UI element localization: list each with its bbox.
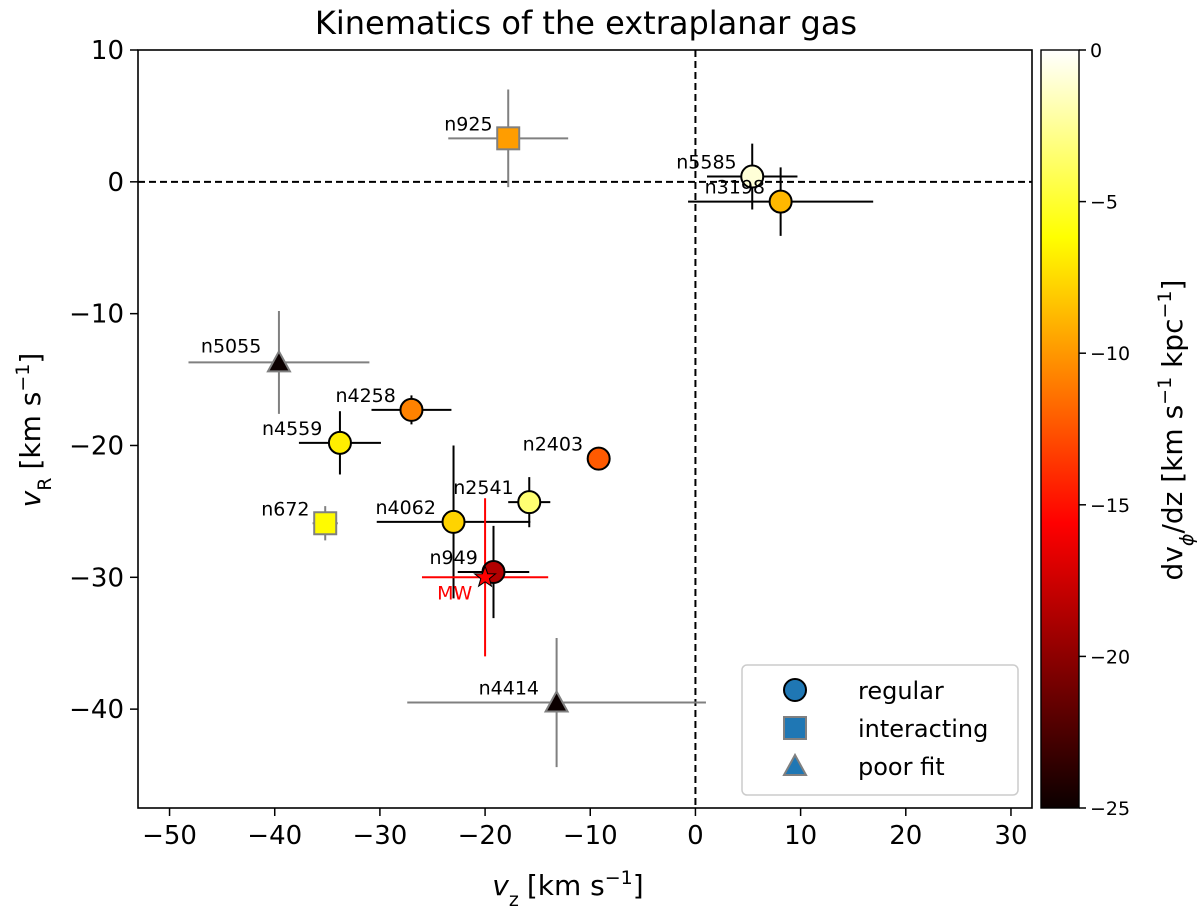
x-tick-label: 30	[994, 821, 1027, 851]
x-axis-ticks: −50 −40 −30 −20 −10 0 10 20 30	[142, 808, 1028, 851]
x-tick-label: −40	[247, 821, 302, 851]
reference-lines	[138, 50, 1032, 808]
marker-n4258	[399, 397, 424, 422]
colorbar-ticks: 0 −5 −10 −15 −20 −25	[1079, 40, 1130, 820]
point-label-n925: n925	[444, 113, 492, 135]
legend-label: regular	[858, 677, 944, 705]
point-label-n3198: n3198	[705, 177, 765, 199]
point-label-n4062: n4062	[376, 497, 436, 519]
x-tick-label: −20	[458, 821, 513, 851]
point-label-n4414: n4414	[479, 678, 539, 700]
marker-n3198	[768, 189, 793, 214]
marker-n2403	[586, 446, 611, 471]
marker-n4414	[543, 689, 570, 713]
y-axis-title: vR[km s−1]	[12, 353, 56, 508]
colorbar-tick-label: −20	[1090, 646, 1130, 668]
x-tick-label: −30	[352, 821, 407, 851]
y-axis-ticks: −40 −30 −20 −10 0 10	[69, 36, 138, 725]
y-tick-label: −30	[69, 563, 124, 593]
y-tick-label: −20	[69, 431, 124, 461]
x-axis-title: vz [km s−1]	[492, 867, 643, 911]
colorbar-label: dvϕ/dz [km s−1 kpc−1]	[1154, 280, 1198, 581]
colorbar-tick-label: −25	[1090, 798, 1130, 820]
point-label-n949: n949	[429, 547, 477, 569]
plot-frame	[137, 49, 1033, 809]
legend: regular interacting poor fit	[741, 664, 1019, 796]
point-label-n2403: n2403	[523, 434, 583, 456]
chart-title: Kinematics of the extraplanar gas	[315, 4, 857, 42]
legend-box	[741, 664, 1019, 796]
legend-marker-interacting	[783, 716, 807, 740]
marker-n4559	[327, 430, 352, 455]
x-tick-label: 0	[687, 821, 704, 851]
colorbar-tick-label: −5	[1090, 192, 1118, 214]
marker-n925	[496, 126, 521, 151]
y-tick-label: 0	[107, 168, 124, 198]
marker-n5585	[740, 164, 765, 189]
x-tick-label: 10	[784, 821, 817, 851]
point-labels: n925 n5585 n3198 n5055 n4258 n4559 n2403 n2541 n…	[201, 113, 765, 699]
point-label-mw: MW	[437, 582, 472, 604]
point-label-n672: n672	[261, 498, 309, 520]
legend-marker-poor-fit	[782, 752, 808, 776]
x-tick-label: −50	[142, 821, 197, 851]
colorbar-tick-label: 0	[1090, 40, 1102, 62]
legend-label: interacting	[858, 715, 988, 743]
x-tick-label: −10	[563, 821, 618, 851]
x-tick-label: 20	[889, 821, 922, 851]
marker-mw-star	[473, 564, 497, 588]
marker-n672	[313, 511, 338, 536]
data-markers	[266, 126, 793, 713]
y-tick-label: 10	[91, 36, 124, 66]
point-label-n4559: n4559	[262, 418, 322, 440]
colorbar-tick-label: −15	[1090, 495, 1130, 517]
marker-n5055	[266, 349, 292, 373]
colorbar	[1040, 49, 1080, 809]
marker-n2541	[517, 490, 542, 515]
legend-label: poor fit	[858, 753, 945, 781]
point-label-n2541: n2541	[453, 477, 513, 499]
marker-n4062	[441, 509, 466, 534]
point-label-n5055: n5055	[201, 335, 261, 357]
point-label-n4258: n4258	[335, 385, 395, 407]
y-tick-label: −10	[69, 300, 124, 330]
colorbar-tick-label: −10	[1090, 343, 1130, 365]
y-tick-label: −40	[69, 695, 124, 725]
point-label-n5585: n5585	[676, 152, 736, 174]
legend-marker-regular	[783, 678, 807, 702]
